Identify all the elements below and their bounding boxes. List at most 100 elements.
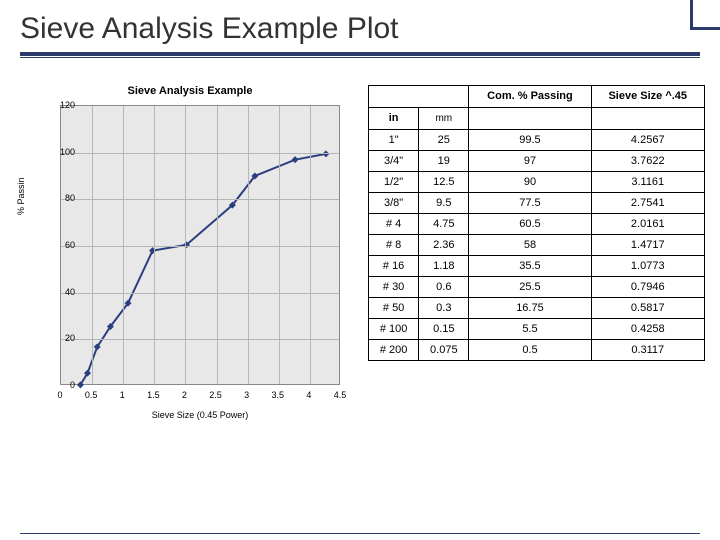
table-cell: # 200 (369, 340, 419, 361)
subheader-in: in (369, 108, 419, 130)
line-chart-svg (61, 106, 339, 384)
x-tick-label: 3.5 (268, 390, 288, 400)
grid-line-h (61, 293, 339, 294)
table-row: # 82.36581.4717 (369, 235, 705, 256)
table-cell: 25.5 (469, 277, 591, 298)
table-cell: 0.7946 (591, 277, 704, 298)
table-cell: 77.5 (469, 193, 591, 214)
header-sievesize: Sieve Size ^.45 (591, 86, 704, 108)
grid-line-v (248, 106, 249, 384)
table-cell: # 30 (369, 277, 419, 298)
grid-line-v (310, 106, 311, 384)
x-tick-label: 1 (112, 390, 132, 400)
table-cell: 99.5 (469, 130, 591, 151)
table-cell: 0.5817 (591, 298, 704, 319)
table-cell: 0.3117 (591, 340, 704, 361)
grid-line-v (279, 106, 280, 384)
x-tick-label: 2.5 (206, 390, 226, 400)
table-cell: 25 (419, 130, 469, 151)
table-cell: # 8 (369, 235, 419, 256)
table-cell: 0.15 (419, 319, 469, 340)
grid-line-v (217, 106, 218, 384)
table-cell: # 16 (369, 256, 419, 277)
table-row: 1/2"12.5903.1161 (369, 172, 705, 193)
table-cell: 3/8" (369, 193, 419, 214)
table-row: 3/8"9.577.52.7541 (369, 193, 705, 214)
corner-decoration (690, 0, 720, 30)
subheader-mm: mm (419, 108, 469, 130)
chart-line (80, 154, 325, 385)
x-axis-label: Sieve Size (0.45 Power) (60, 410, 340, 420)
x-tick-label: 2 (174, 390, 194, 400)
chart-wrap: Sieve Analysis Example % Passin Sieve Si… (20, 85, 360, 445)
table-cell: 3.7622 (591, 151, 704, 172)
x-tick-label: 1.5 (143, 390, 163, 400)
x-tick-label: 4.5 (330, 390, 350, 400)
grid-line-h (61, 153, 339, 154)
table-cell: 1.18 (419, 256, 469, 277)
table-cell: 0.4258 (591, 319, 704, 340)
table-cell: 1.0773 (591, 256, 704, 277)
grid-line-h (61, 199, 339, 200)
table-cell: 3.1161 (591, 172, 704, 193)
grid-line-v (123, 106, 124, 384)
table-cell: 0.6 (419, 277, 469, 298)
table-cell: 9.5 (419, 193, 469, 214)
table-cell: # 50 (369, 298, 419, 319)
y-tick-label: 120 (45, 100, 75, 110)
table-row: # 300.625.50.7946 (369, 277, 705, 298)
table-cell: 5.5 (469, 319, 591, 340)
subheader-blank1 (469, 108, 591, 130)
content-area: Sieve Analysis Example % Passin Sieve Si… (20, 85, 705, 530)
y-axis-label: % Passin (16, 177, 26, 215)
grid-line-h (61, 246, 339, 247)
table-cell: 0.075 (419, 340, 469, 361)
grid-line-v (154, 106, 155, 384)
table-row: 3/4"19973.7622 (369, 151, 705, 172)
x-tick-label: 0 (50, 390, 70, 400)
table-row: # 161.1835.51.0773 (369, 256, 705, 277)
grid-line-h (61, 339, 339, 340)
y-tick-label: 0 (45, 380, 75, 390)
chart-marker (292, 156, 299, 163)
table-cell: 60.5 (469, 214, 591, 235)
title-underline (20, 52, 700, 58)
table-cell: 16.75 (469, 298, 591, 319)
table-cell: 19 (419, 151, 469, 172)
table-cell: 4.75 (419, 214, 469, 235)
table-head: Com. % Passing Sieve Size ^.45 in mm (369, 86, 705, 130)
subheader-blank2 (591, 108, 704, 130)
table-cell: 1/2" (369, 172, 419, 193)
table-cell: 90 (469, 172, 591, 193)
chart-title: Sieve Analysis Example (20, 85, 360, 97)
table-body: 1"2599.54.25673/4"19973.76221/2"12.5903.… (369, 130, 705, 361)
table-cell: 3/4" (369, 151, 419, 172)
table-cell: 12.5 (419, 172, 469, 193)
table-column: Com. % Passing Sieve Size ^.45 in mm 1"2… (368, 85, 705, 530)
table-cell: 1" (369, 130, 419, 151)
x-tick-label: 4 (299, 390, 319, 400)
table-row: # 2000.0750.50.3117 (369, 340, 705, 361)
y-tick-label: 20 (45, 333, 75, 343)
plot-area (60, 105, 340, 385)
x-tick-label: 0.5 (81, 390, 101, 400)
header-blank (369, 86, 469, 108)
chart-column: Sieve Analysis Example % Passin Sieve Si… (20, 85, 360, 530)
table-cell: 2.7541 (591, 193, 704, 214)
table-cell: 1.4717 (591, 235, 704, 256)
y-tick-label: 100 (45, 147, 75, 157)
table-cell: # 4 (369, 214, 419, 235)
table-cell: 97 (469, 151, 591, 172)
header-passing: Com. % Passing (469, 86, 591, 108)
title-area: Sieve Analysis Example Plot (0, 0, 720, 62)
bottom-line (20, 533, 700, 534)
y-tick-label: 40 (45, 287, 75, 297)
slide-title: Sieve Analysis Example Plot (20, 12, 700, 46)
chart-marker (322, 150, 329, 157)
grid-line-v (92, 106, 93, 384)
table-cell: 4.2567 (591, 130, 704, 151)
table-cell: 2.0161 (591, 214, 704, 235)
y-tick-label: 80 (45, 193, 75, 203)
slide: Sieve Analysis Example Plot Sieve Analys… (0, 0, 720, 540)
grid-line-v (185, 106, 186, 384)
